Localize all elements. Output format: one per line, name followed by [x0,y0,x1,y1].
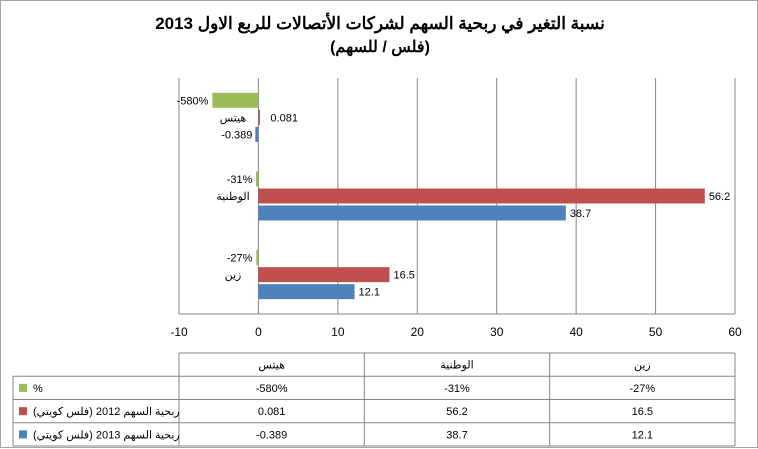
legend-key [19,430,27,439]
table-cell: 0.081 [258,406,286,418]
bar [255,126,259,142]
chart-subtitle: (فلس / للسهم) [330,39,430,56]
table-cell: -0.389 [256,429,287,441]
bar [255,171,259,187]
legend-key [19,407,27,416]
data-label: -27% [227,253,253,265]
table-cell: 56.2 [446,406,467,418]
bar [258,267,390,283]
table-cell: -27% [629,383,655,395]
legend-label: % [33,383,43,395]
table-header: زين [634,360,651,372]
data-label: 56.2 [709,191,730,203]
x-tick-label: 20 [411,325,425,339]
bar [258,188,705,204]
x-tick-label: 10 [331,325,345,339]
category-label: الوطنية [216,191,249,203]
x-tick-label: 30 [490,325,504,339]
data-label: -580% [177,95,209,107]
bar [212,92,259,108]
x-tick-label: 0 [255,325,262,339]
x-tick-label: 40 [569,325,583,339]
legend-label: ربحية السهم 2012 (فلس كويتي) [33,406,180,418]
data-label: 16.5 [393,270,414,282]
legend-key [19,383,27,392]
table-cell: -580% [256,383,288,395]
legend-label: ربحية السهم 2013 (فلس كويتي) [33,429,180,441]
category-label: هيتس [220,112,247,124]
data-label: 12.1 [359,287,380,299]
data-label: -31% [227,174,253,186]
x-tick-label: 50 [649,325,663,339]
table-header: هيتس [258,360,285,372]
table-cell: 12.1 [632,429,653,441]
bar [258,284,355,300]
data-label: 38.7 [570,208,591,220]
data-label: -0.389 [221,129,252,141]
table-header: الوطنية [440,360,473,372]
table-cell: -31% [444,383,470,395]
data-label: 0.081 [270,112,298,124]
bar [256,250,259,266]
table-cell: 16.5 [632,406,653,418]
table-cell: 38.7 [446,429,467,441]
x-tick-label: 60 [728,325,742,339]
bar [258,205,566,221]
category-label: زين [225,270,242,282]
chart-title: نسبة التغير في ربحية السهم لشركات الأتصا… [155,14,605,33]
bar [258,109,260,125]
x-tick-label: -10 [170,325,188,339]
